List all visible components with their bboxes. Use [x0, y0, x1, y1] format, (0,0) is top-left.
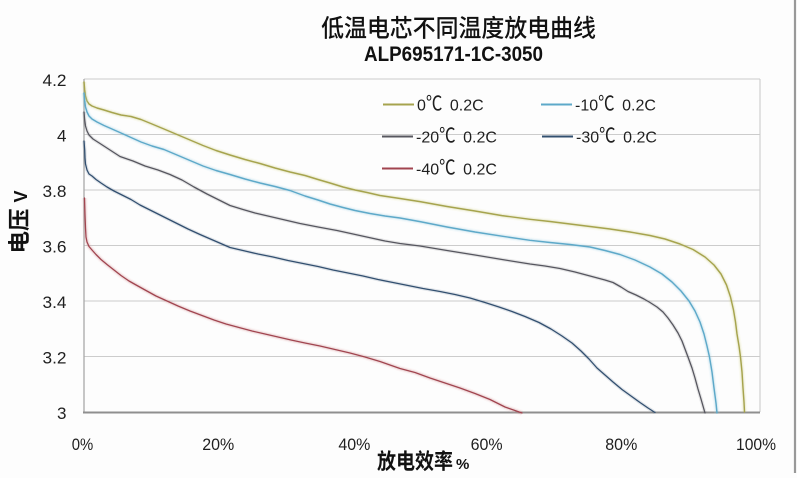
svg-text:4: 4	[57, 127, 67, 146]
svg-text:20%: 20%	[202, 435, 234, 454]
svg-text:3.8: 3.8	[43, 182, 67, 201]
svg-text:3: 3	[57, 404, 67, 423]
svg-text:ALP695171-1C-3050: ALP695171-1C-3050	[364, 43, 543, 66]
svg-text:-20: -20	[416, 130, 439, 147]
svg-text:0%: 0%	[72, 435, 94, 454]
svg-text:3.2: 3.2	[43, 349, 67, 368]
svg-text:0.2C: 0.2C	[622, 98, 656, 115]
svg-text:0.2C: 0.2C	[463, 162, 497, 179]
svg-text:0: 0	[417, 98, 426, 115]
svg-text:4.2: 4.2	[43, 71, 67, 90]
svg-text:3.4: 3.4	[43, 293, 67, 312]
svg-text:80%: 80%	[605, 435, 637, 454]
svg-text:V: V	[11, 190, 31, 202]
svg-text:-10: -10	[575, 98, 598, 115]
svg-text:60%: 60%	[471, 435, 503, 454]
svg-text:%: %	[456, 456, 469, 473]
svg-text:0.2C: 0.2C	[463, 130, 497, 147]
svg-text:0.2C: 0.2C	[623, 130, 657, 147]
svg-text:0.2C: 0.2C	[450, 98, 484, 115]
svg-text:100%: 100%	[736, 435, 776, 454]
svg-text:3.6: 3.6	[43, 238, 67, 257]
svg-text:40%: 40%	[338, 435, 370, 454]
svg-text:-30: -30	[576, 130, 599, 147]
svg-text:-40: -40	[416, 162, 439, 179]
